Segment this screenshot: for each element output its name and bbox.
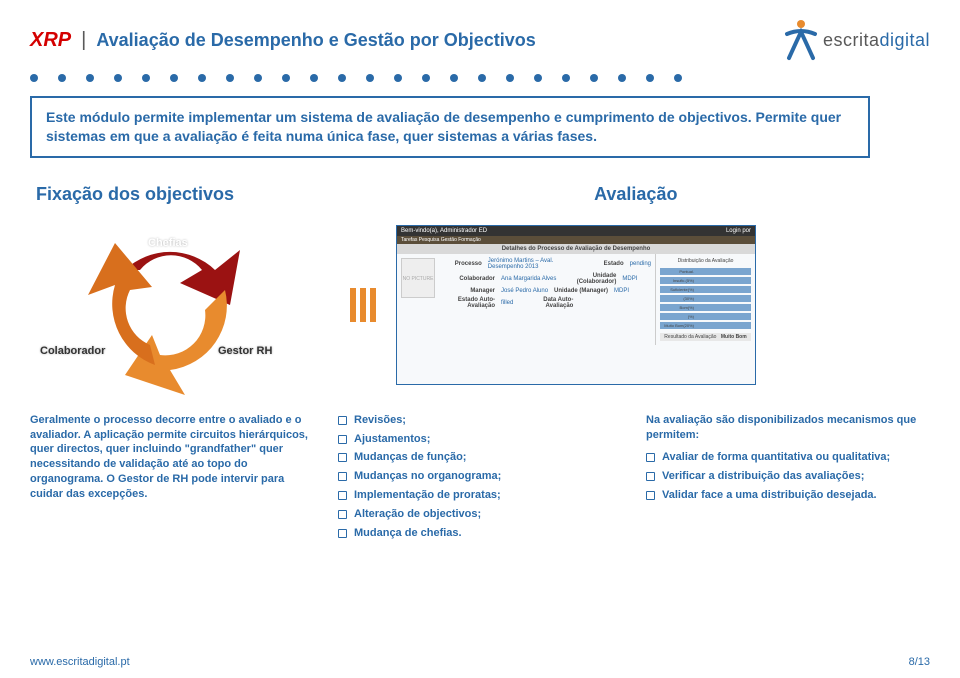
evaluation-screenshot: Bem-vindo(a), Administrador ED Login por… [396,225,756,385]
dot [422,74,430,82]
logo-text: escritadigital [823,30,930,51]
mid-row: Chefias Colaborador Gestor RH Bem-vindo(… [30,215,930,395]
col-2-item: Mudança de chefias. [338,526,622,541]
dot [590,74,598,82]
dot [170,74,178,82]
dot [226,74,234,82]
mock-dist-bars: Pontual. Insufic.(5%) Suficiente(%) (30%) Bo… [660,268,751,329]
dot [646,74,654,82]
col-3-item: Verificar a distribuição das avaliações; [646,469,930,484]
col-1-body: Geralmente o processo decorre entre o av… [30,413,314,502]
col-2-item: Alteração de objectivos; [338,507,622,522]
title-block: XRP | Avaliação de Desempenho e Gestão p… [30,29,536,52]
mock-login: Login por [726,228,751,234]
dot [366,74,374,82]
col-3-item: Avaliar de forma quantitativa ou qualita… [646,450,930,465]
mock-rows: ProcessoJerónimo Martins – Aval. Desempe… [441,258,651,312]
mock-body: NO PICTURE ProcessoJerónimo Martins – Av… [397,254,755,345]
col-3-list: Avaliar de forma quantitativa ou qualita… [646,450,930,503]
dot [534,74,542,82]
dot [30,74,38,82]
dot [114,74,122,82]
col-3-item: Validar face a uma distribuição desejada… [646,488,930,503]
logo-word2: digital [879,30,930,50]
col-2-item: Mudanças de função; [338,450,622,465]
mock-result: Resultado da Avaliação Muito Bom [660,333,751,341]
dot [282,74,290,82]
dot [618,74,626,82]
dot [478,74,486,82]
col-2-item: Implementação de proratas; [338,488,622,503]
dot [310,74,318,82]
footer-page: 8/13 [909,656,930,668]
heading-right: Avaliação [594,184,677,205]
logo: escritadigital [783,18,930,62]
brand: XRP [30,29,71,52]
col-3-lead: Na avaliação são disponibilizados mecani… [646,413,930,443]
page-footer: www.escritadigital.pt 8/13 [30,656,930,668]
dot [338,74,346,82]
dot [394,74,402,82]
mock-dist-bar: Muito Bom(20%) [660,322,751,329]
col-2-item: Revisões; [338,413,622,428]
page-title: Avaliação de Desempenho e Gestão por Obj… [96,30,535,51]
person-icon [783,18,819,62]
page-header: XRP | Avaliação de Desempenho e Gestão p… [30,18,930,62]
intro-box: Este módulo permite implementar um siste… [30,96,870,158]
mock-dist-bar: Bom(%) [660,304,751,311]
dot [58,74,66,82]
cycle-label-right: Gestor RH [218,345,272,357]
cycle-label-left: Colaborador [40,345,105,357]
mock-row: Estado Auto-AvaliaçãofilledData Auto-Ava… [441,297,651,309]
dot [674,74,682,82]
col-3: Na avaliação são disponibilizados mecani… [646,413,930,545]
mock-distribution: Distribuição da Avaliação Pontual. Insufi… [655,254,755,345]
mock-top-bar: Bem-vindo(a), Administrador ED Login por [397,226,755,236]
mock-row: ProcessoJerónimo Martins – Aval. Desempe… [441,258,651,270]
col-2-item: Mudanças no organograma; [338,469,622,484]
dot [254,74,262,82]
cycle-diagram: Chefias Colaborador Gestor RH [30,215,330,395]
mock-dist-bar: Insufic.(5%) [660,277,751,284]
columns: Geralmente o processo decorre entre o av… [30,413,930,545]
col-1: Geralmente o processo decorre entre o av… [30,413,314,545]
mock-dist-bar: Pontual. [660,268,751,275]
col-2-item: Ajustamentos; [338,432,622,447]
mock-dist-bar: (%) [660,313,751,320]
mock-details: NO PICTURE ProcessoJerónimo Martins – Av… [397,254,655,345]
logo-word1: escrita [823,30,880,50]
mock-dist-bar: Suficiente(%) [660,286,751,293]
col-2: Revisões; Ajustamentos; Mudanças de função… [338,413,622,545]
dot [450,74,458,82]
heading-left: Fixação dos objectivos [36,184,234,205]
cycle-label-top: Chefias [148,237,188,249]
col-2-list: Revisões; Ajustamentos; Mudanças de função… [338,413,622,541]
footer-url: www.escritadigital.pt [30,656,130,668]
dot [506,74,514,82]
mock-row: ColaboradorAna Margarida AlvesUnidade (C… [441,273,651,285]
dot [142,74,150,82]
dots-row [30,74,930,82]
mock-header: Detalhes do Processo de Avaliação de Des… [397,244,755,254]
mock-result-label: Resultado da Avaliação [664,334,716,340]
mock-welcome: Bem-vindo(a), Administrador ED [401,228,487,234]
mock-menu: Tarefas Pesquisa Gestão Formação [397,236,755,244]
divider-bars [350,288,376,322]
mock-photo: NO PICTURE [401,258,435,298]
mock-dist-title: Distribuição da Avaliação [660,258,751,264]
section-headings: Fixação dos objectivos Avaliação [30,184,930,205]
dot [562,74,570,82]
title-pipe: | [81,29,86,52]
dot [198,74,206,82]
mock-row: ManagerJosé Pedro AlunoUnidade (Manager)… [441,288,651,294]
mock-result-value: Muito Bom [721,334,747,340]
mock-dist-bar: (30%) [660,295,751,302]
dot [86,74,94,82]
